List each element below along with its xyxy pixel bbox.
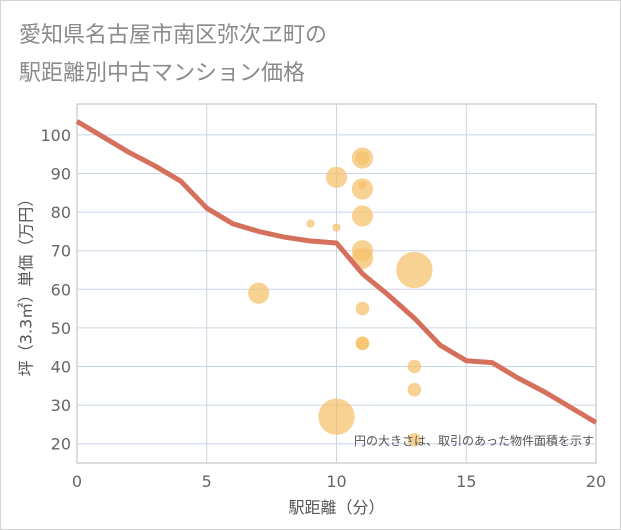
y-tick-label: 90: [51, 164, 71, 183]
data-bubble: [396, 251, 433, 289]
data-bubble: [306, 219, 315, 228]
data-bubble: [351, 178, 374, 200]
data-bubble: [325, 166, 348, 188]
average-price-line: [75, 119, 598, 425]
x-tick-label: 10: [326, 472, 346, 491]
y-tick-labels: 20 30 40 50 60 70 80 90 100: [40, 126, 71, 454]
y-tick-label: 40: [51, 357, 71, 376]
y-tick-label: 70: [51, 242, 71, 261]
chart-title-line1: 愛知県名古屋市南区弥次ヱ町の: [19, 23, 328, 48]
data-bubble: [407, 382, 422, 397]
y-tick-label: 50: [51, 319, 71, 338]
x-axis-label: 駅距離（分）: [288, 498, 384, 517]
x-tick-label: 5: [202, 472, 212, 491]
data-bubble: [407, 359, 422, 374]
y-tick-label: 60: [51, 280, 71, 299]
data-bubble: [318, 398, 355, 435]
x-tick-labels: 0 5 10 15 20: [72, 472, 606, 491]
x-tick-label: 15: [456, 472, 476, 491]
data-bubble: [355, 151, 370, 165]
chart-title-line2: 駅距離別中古マンション価格: [19, 61, 306, 86]
y-tick-label: 30: [51, 396, 71, 415]
y-tick-label: 20: [51, 435, 71, 454]
bubble-layer: [248, 147, 433, 447]
x-tick-label: 20: [586, 472, 606, 491]
x-tick-label: 0: [72, 472, 82, 491]
data-bubble: [351, 205, 374, 227]
average-line-layer: [75, 119, 598, 425]
grid-lines: [77, 104, 596, 463]
data-bubble: [407, 433, 422, 447]
y-tick-label: 100: [40, 126, 71, 145]
data-bubble: [332, 223, 341, 232]
data-bubble: [248, 282, 270, 304]
data-bubble: [355, 336, 370, 351]
y-axis-label: 坪（3.3㎡）単価（万円）: [17, 191, 36, 376]
data-bubble: [355, 301, 370, 316]
y-tick-label: 80: [51, 203, 71, 222]
bubble-size-note: 円の大きさは、取引のあった物件面積を示す: [354, 433, 594, 448]
